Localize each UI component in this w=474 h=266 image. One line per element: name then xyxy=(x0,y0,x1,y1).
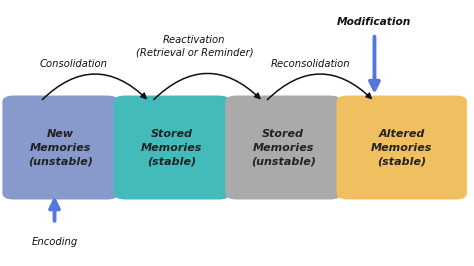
Text: Modification: Modification xyxy=(337,17,411,27)
FancyBboxPatch shape xyxy=(225,95,341,200)
FancyBboxPatch shape xyxy=(337,95,467,200)
FancyArrowPatch shape xyxy=(267,74,371,100)
Text: Reconsolidation: Reconsolidation xyxy=(271,59,350,69)
FancyBboxPatch shape xyxy=(2,95,118,200)
FancyBboxPatch shape xyxy=(114,95,230,200)
Text: Reactivation
(Retrieval or Reminder): Reactivation (Retrieval or Reminder) xyxy=(136,35,253,57)
Text: Stored
Memories
(unstable): Stored Memories (unstable) xyxy=(251,128,316,167)
Text: Encoding: Encoding xyxy=(31,237,78,247)
Text: New
Memories
(unstable): New Memories (unstable) xyxy=(28,128,93,167)
FancyArrowPatch shape xyxy=(42,74,146,100)
FancyArrowPatch shape xyxy=(154,73,260,100)
Text: Consolidation: Consolidation xyxy=(39,59,108,69)
Text: Stored
Memories
(stable): Stored Memories (stable) xyxy=(141,128,202,167)
Text: Altered
Memories
(stable): Altered Memories (stable) xyxy=(371,128,432,167)
